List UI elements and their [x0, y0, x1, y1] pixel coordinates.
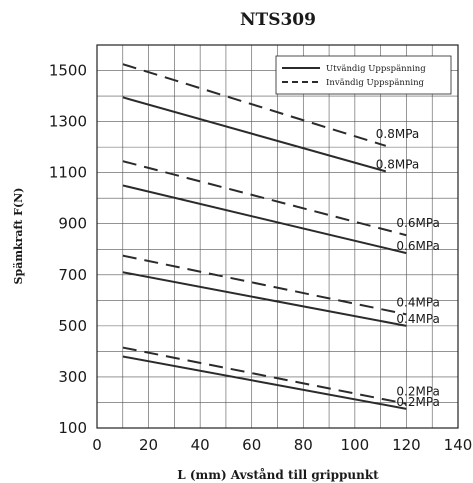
series-line-dashed: [122, 254, 407, 316]
series-line-dashed: [122, 346, 407, 405]
y-tick-label: 1500: [49, 62, 87, 80]
legend-label: Invändig Uppspänning: [326, 78, 425, 88]
series-label: 0.8MPa: [376, 157, 420, 171]
x-tick-label: 20: [139, 436, 158, 454]
series-labels: 0.8MPa 0.8MPa 0.6MPa 0.6MPa 0.4MPa 0.4MPa 0.2M…: [376, 127, 440, 409]
series-label: 0.2MPa: [396, 395, 440, 409]
x-tick-label: 100: [341, 436, 370, 454]
y-tick-label: 500: [58, 317, 87, 335]
legend-label: Utvändig Uppspänning: [326, 64, 426, 74]
x-tick-label: 140: [444, 436, 473, 454]
y-tick-label: 900: [58, 215, 87, 233]
x-tick-label: 0: [92, 436, 102, 454]
x-tick-label: 60: [242, 436, 261, 454]
series-label: 0.4MPa: [396, 295, 440, 309]
series-lines: [122, 63, 407, 410]
legend-box: [275, 55, 452, 95]
series-line-dashed: [122, 63, 387, 147]
y-axis-label: Spämkraft F(N): [12, 188, 25, 285]
y-tick-label: 1100: [49, 164, 87, 182]
legend: Utvändig Uppspänning Invändig Uppspänning: [275, 55, 452, 95]
y-tick-label: 700: [58, 266, 87, 284]
series-line-dashed: [122, 160, 407, 237]
series-line-solid: [122, 184, 407, 255]
series-label: 0.6MPa: [396, 239, 440, 253]
x-tick-label: 80: [294, 436, 313, 454]
series-label: 0.6MPa: [396, 216, 440, 230]
series-label: 0.4MPa: [396, 312, 440, 326]
tick-labels: 0 20 40 60 80 100 120 140 100 300 500 700 900 1100 130…: [49, 62, 473, 454]
series-line-solid: [122, 271, 407, 327]
series-line-solid: [122, 96, 387, 173]
x-axis-label: L (mm) Avstånd till grippunkt: [177, 467, 379, 482]
grid: [96, 44, 459, 429]
plot-frame: [96, 44, 459, 429]
series-label: 0.8MPa: [376, 127, 420, 141]
x-tick-label: 120: [392, 436, 421, 454]
y-tick-label: 1300: [49, 113, 87, 131]
series-line-solid: [122, 355, 407, 410]
chart-title: NTS309: [240, 10, 316, 30]
x-tick-label: 40: [191, 436, 210, 454]
y-tick-label: 300: [58, 368, 87, 386]
y-tick-label: 100: [58, 419, 87, 437]
series-label: 0.2MPa: [396, 385, 440, 399]
